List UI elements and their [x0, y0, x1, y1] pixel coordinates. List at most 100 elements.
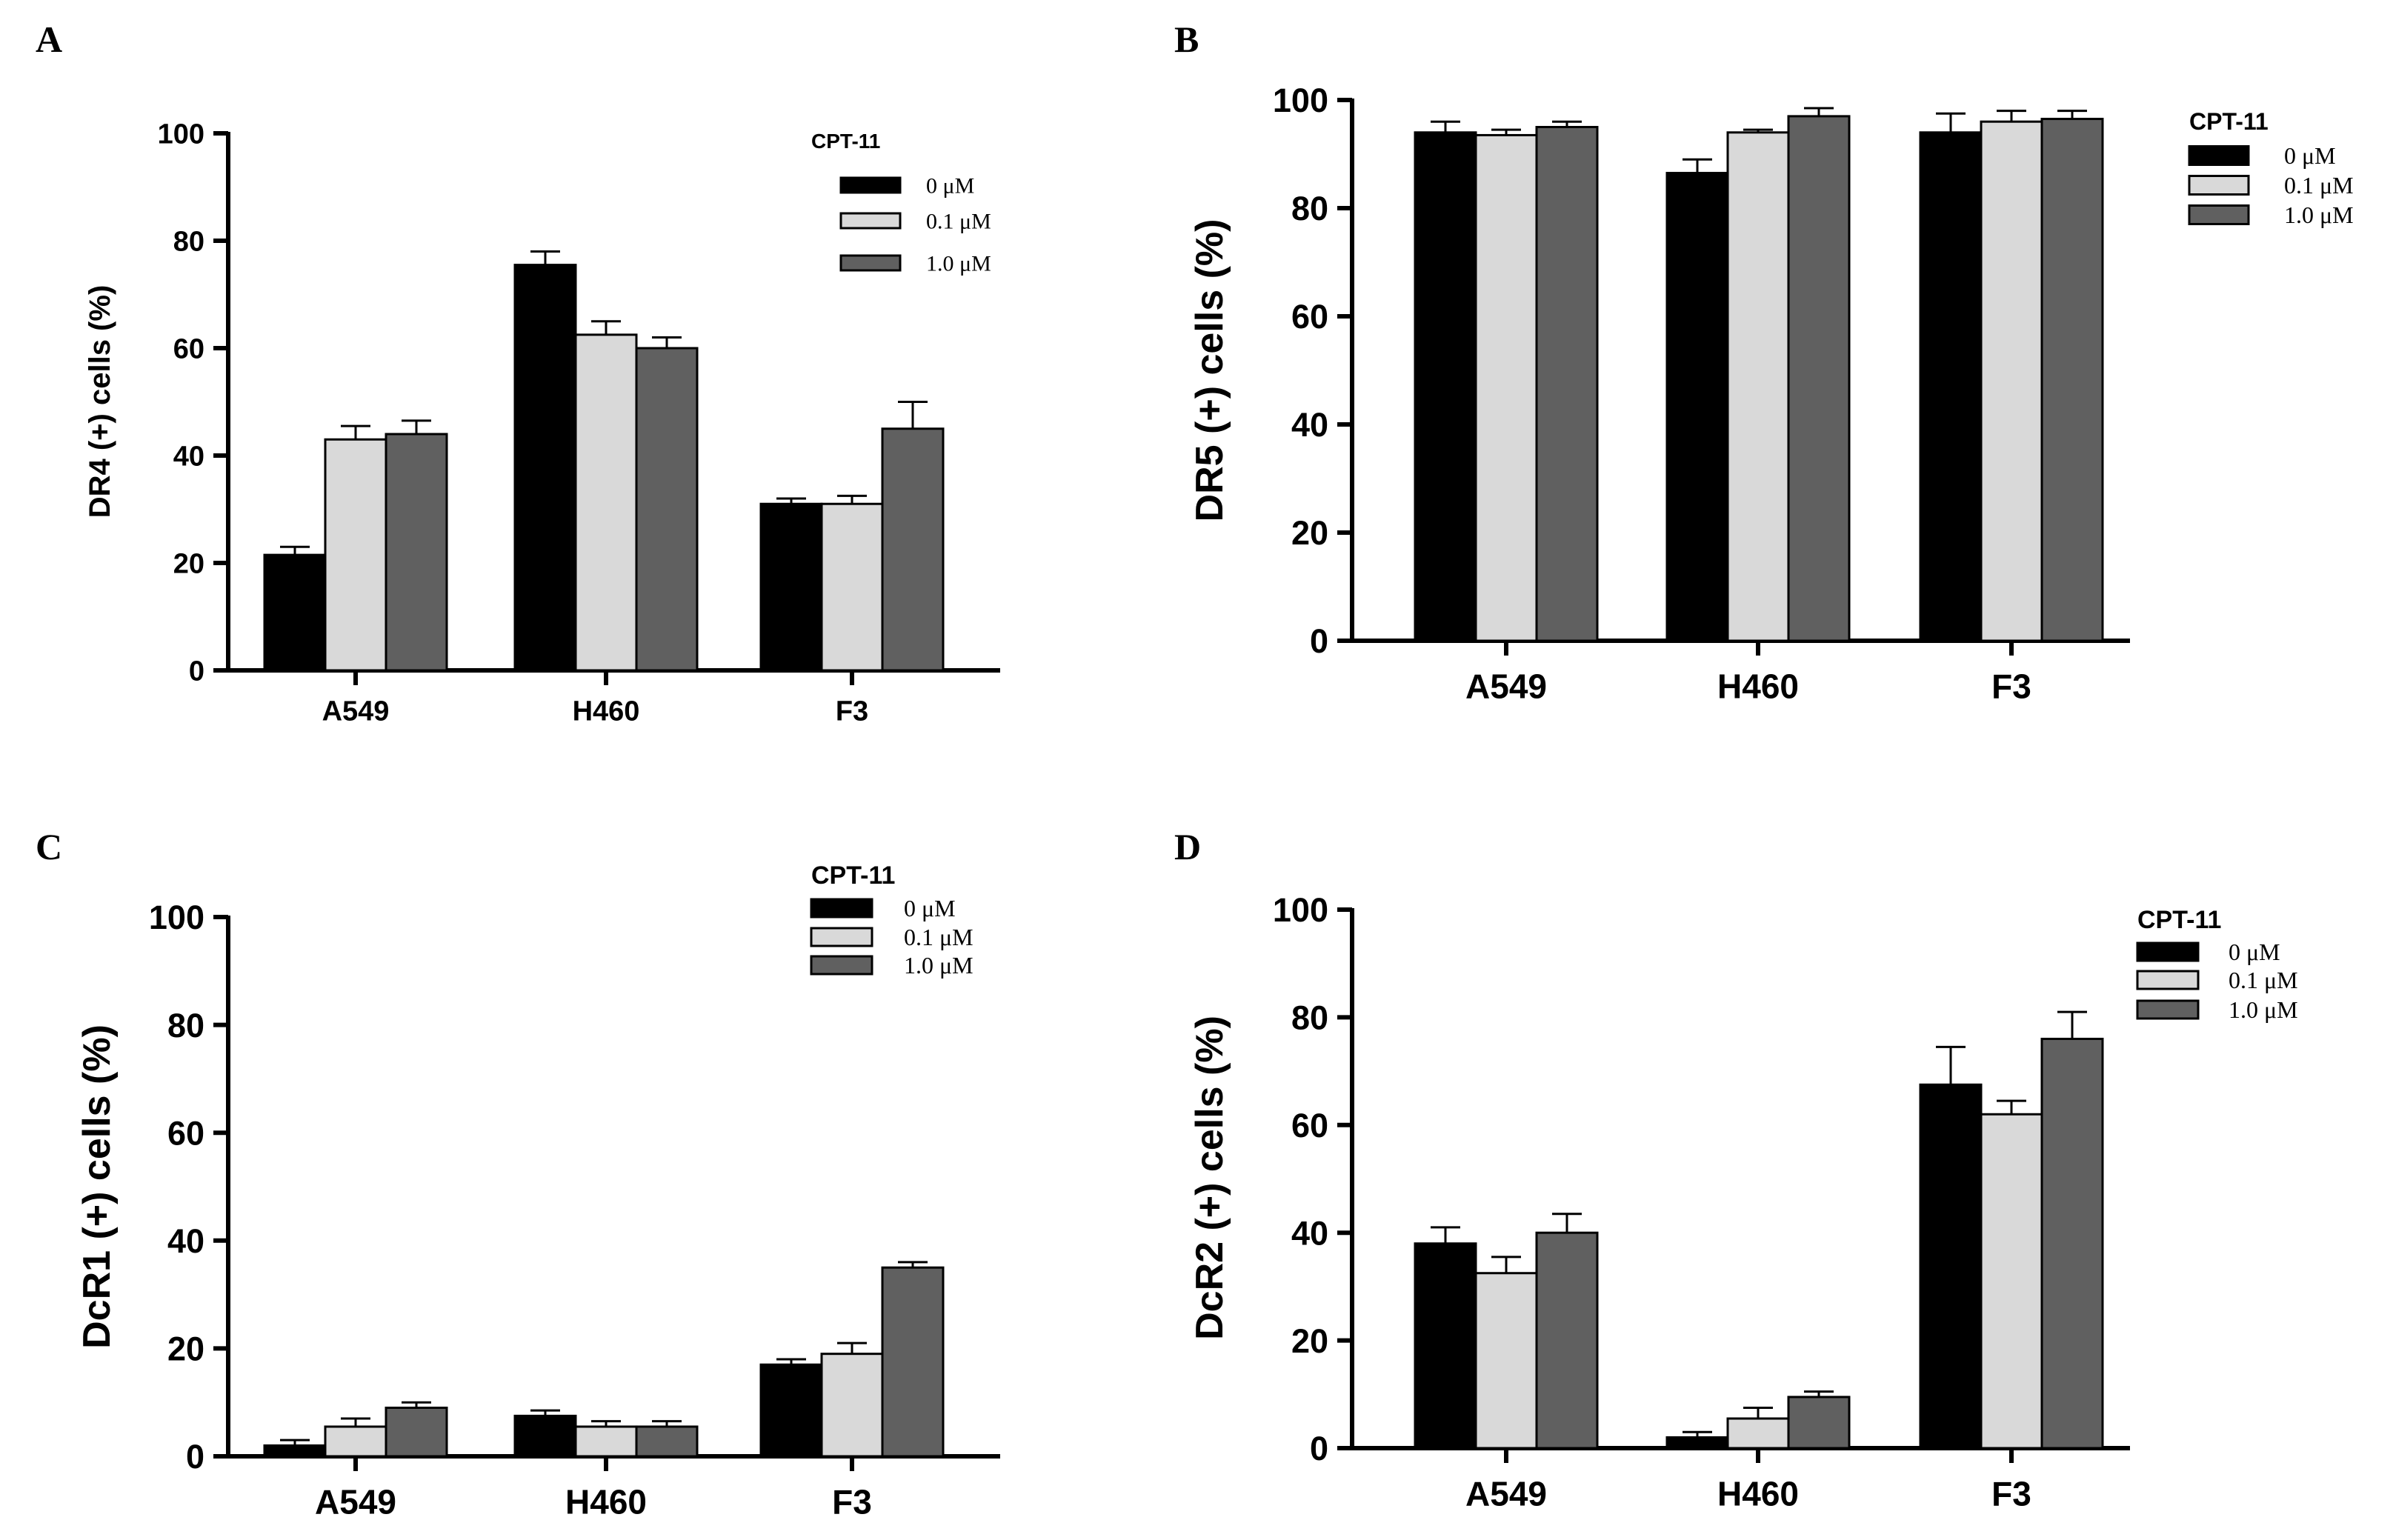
legend: CPT-110 μM0.1 μM1.0 μM: [2136, 906, 2298, 1023]
legend-label-1: 0 μM: [926, 174, 974, 199]
panel-letter: B: [1174, 19, 1199, 60]
error-bar-h460-series-1: [1683, 158, 1712, 173]
bar-f3-series-1: [1919, 1083, 1983, 1450]
error-bar-h460-series-3: [652, 1420, 682, 1427]
y-tick-label: 100: [149, 899, 204, 936]
error-bar-h460-series-2: [591, 1420, 621, 1427]
error-bar-f3-series-3: [2057, 1010, 2087, 1039]
y-axis-title: DR5 (+) cells (%): [1188, 219, 1231, 522]
error-bar-f3-series-3: [898, 401, 928, 429]
legend-swatch-2: [810, 927, 873, 947]
bar-f3-series-3: [881, 1266, 945, 1458]
bar-a549-series-2: [324, 1425, 387, 1458]
y-tick-label: 80: [1291, 190, 1328, 227]
legend-swatch-1: [2136, 941, 2200, 962]
bar-h460-series-2: [1726, 1417, 1790, 1450]
error-bar-a549-series-1: [1431, 120, 1460, 133]
x-tick-label-h460: H460: [1717, 1475, 1799, 1513]
y-tick-label: 0: [186, 1438, 204, 1476]
y-tick-label: 40: [167, 1222, 204, 1260]
bar-f3-series-1: [759, 502, 823, 672]
bar-a549-series-2: [1474, 133, 1538, 642]
x-tick-label-a549: A549: [1465, 1475, 1547, 1513]
legend-swatch-3: [839, 254, 902, 272]
panel-letter: A: [36, 19, 62, 60]
bar-a549-series-3: [385, 1406, 448, 1458]
legend-label-3: 1.0 μM: [2284, 201, 2354, 228]
y-tick-label: 40: [1291, 1214, 1328, 1252]
legend-swatch-3: [2188, 204, 2250, 225]
bar-h460-series-1: [1665, 1436, 1729, 1450]
y-tick-label: 80: [167, 1007, 204, 1044]
error-bar-h460-series-3: [1804, 107, 1834, 116]
error-bar-h460-series-2: [591, 320, 621, 335]
legend-label-2: 0.1 μM: [926, 210, 991, 234]
legend-label-3: 1.0 μM: [904, 952, 973, 979]
bar-f3-series-2: [1980, 120, 2043, 642]
error-bar-a549-series-2: [1491, 128, 1521, 136]
x-tick-label-h460: H460: [565, 1483, 647, 1521]
y-tick-label: 80: [173, 227, 204, 258]
bar-a549-series-3: [385, 433, 448, 672]
legend-label-3: 1.0 μM: [2229, 996, 2298, 1023]
bar-f3-series-2: [820, 1353, 884, 1458]
panel-d: D DcR2 (+) cells (%) 0 20 40 60 80 100 A549 H460 F…: [1174, 826, 2298, 1513]
error-bar-a549-series-2: [1491, 1256, 1521, 1273]
legend-swatch-2: [2188, 175, 2250, 196]
error-bar-a549-series-3: [1552, 1213, 1582, 1233]
bar-a549-series-2: [1474, 1272, 1538, 1450]
x-tick-label-a549: A549: [315, 1483, 396, 1521]
bar-a549-series-1: [1414, 131, 1477, 642]
bar-h460-series-3: [635, 347, 699, 672]
bar-a549-series-3: [1535, 126, 1599, 642]
error-bar-f3-series-2: [1997, 1099, 2026, 1115]
error-bar-a549-series-2: [341, 424, 370, 440]
legend-title: CPT-11: [811, 130, 880, 153]
y-tick-label: 40: [173, 441, 204, 473]
legend-swatch-2: [839, 212, 902, 230]
bar-h460-series-2: [1726, 131, 1790, 642]
error-bar-f3-series-1: [1936, 1045, 1966, 1085]
bar-a549-series-1: [1414, 1242, 1477, 1450]
y-axis-title: DcR1 (+) cells (%): [76, 1024, 119, 1349]
legend: CPT-110 μM0.1 μM1.0 μM: [2188, 108, 2354, 228]
x-tick-label-a549: A549: [1465, 667, 1547, 706]
error-bar-f3-series-1: [776, 1358, 806, 1365]
error-bar-a549-series-1: [280, 545, 310, 556]
y-tick-label: 80: [1291, 999, 1328, 1037]
x-tick-label-h460: H460: [1717, 667, 1799, 706]
bar-h460-series-1: [1665, 172, 1729, 642]
bar-f3-series-3: [881, 427, 945, 672]
panel-a: A DR4 (+) cells (%) 0 20 40 60 80 100 A549 H460 F3…: [36, 19, 1000, 727]
panel-c: C DcR1 (+) cells (%) 0 20 40 60 80 100 A549 H460 F…: [36, 826, 1000, 1521]
bar-a549-series-1: [263, 1444, 327, 1458]
legend-title: CPT-11: [2137, 906, 2221, 934]
bar-f3-series-3: [2040, 118, 2104, 642]
y-tick-label: 0: [1310, 622, 1328, 660]
y-tick-label: 100: [1273, 81, 1328, 119]
bar-h460-series-1: [513, 1414, 577, 1458]
bar-h460-series-3: [1787, 1396, 1851, 1450]
y-tick-label: 0: [189, 656, 204, 687]
y-tick-label: 100: [158, 119, 204, 150]
bar-f3-series-2: [820, 502, 884, 672]
legend-swatch-1: [2188, 145, 2250, 166]
error-bar-f3-series-2: [837, 494, 867, 504]
bar-h460-series-3: [1787, 115, 1851, 642]
legend-swatch-3: [2136, 999, 2200, 1020]
legend-swatch-3: [810, 955, 873, 976]
error-bar-h460-series-3: [652, 336, 682, 348]
x-tick-label-f3: F3: [832, 1483, 872, 1521]
y-axis-title: DR4 (+) cells (%): [84, 285, 116, 519]
error-bar-h460-series-1: [1683, 1430, 1712, 1438]
x-tick-label-f3: F3: [1991, 1475, 2031, 1513]
y-tick-label: 20: [1291, 1322, 1328, 1360]
error-bar-a549-series-3: [402, 1401, 431, 1408]
legend-label-1: 0 μM: [2229, 939, 2280, 965]
bar-a549-series-3: [1535, 1231, 1599, 1450]
bar-a549-series-2: [324, 438, 387, 672]
bar-h460-series-1: [513, 264, 577, 672]
bar-f3-series-2: [1980, 1113, 2043, 1450]
y-tick-label: 60: [1291, 1107, 1328, 1144]
